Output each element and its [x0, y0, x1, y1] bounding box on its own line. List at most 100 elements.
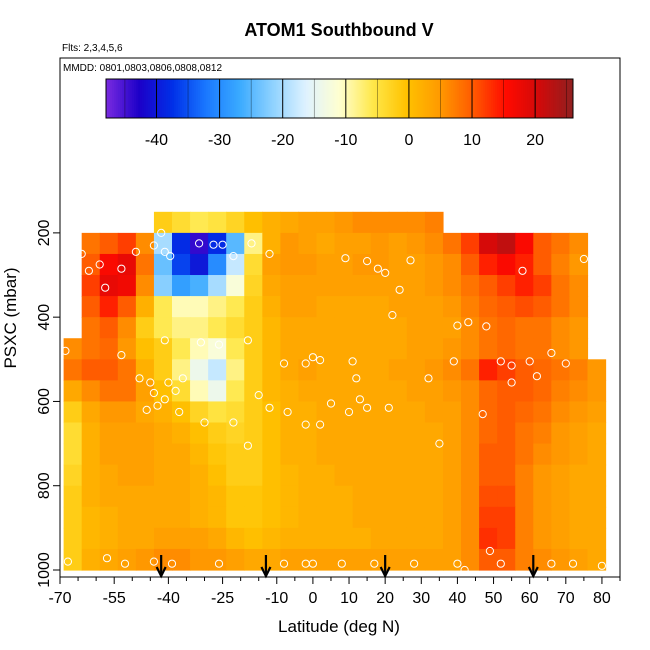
heatmap-cell — [298, 527, 318, 550]
heatmap-cell — [406, 422, 426, 445]
heatmap-cell — [244, 296, 263, 318]
heatmap-cell — [153, 422, 173, 445]
heatmap-cell — [316, 211, 336, 234]
heatmap-cell — [370, 296, 390, 318]
colorbar-segment — [361, 79, 364, 118]
heatmap-cell — [244, 211, 263, 234]
colorbar-segment — [467, 79, 470, 118]
colorbar-segment — [519, 79, 522, 118]
heatmap-cell — [352, 548, 372, 571]
heatmap-cell — [551, 548, 571, 571]
flight-point — [406, 256, 415, 265]
heatmap-cell — [424, 338, 444, 360]
colorbar-segment — [415, 79, 418, 118]
heatmap-cell — [63, 359, 83, 381]
heatmap-cell — [551, 317, 571, 339]
flight-point — [464, 318, 473, 327]
heatmap-cell — [442, 422, 462, 445]
colorbar-segment — [455, 79, 458, 118]
heatmap-cell — [190, 232, 209, 255]
heatmap-cell — [316, 527, 336, 550]
heatmap-cell — [388, 211, 408, 234]
heatmap-cell — [442, 527, 462, 550]
flight-point — [363, 257, 372, 266]
colorbar-segment — [199, 79, 203, 118]
heatmap-cell — [442, 253, 462, 276]
colorbar-segment — [547, 79, 550, 118]
colorbar-segment — [443, 79, 446, 118]
heatmap-cell — [298, 317, 318, 339]
heatmap-cell — [280, 506, 300, 529]
colorbar-segment — [265, 79, 269, 118]
flight-point — [84, 266, 94, 275]
y-tick-label: 200 — [36, 219, 53, 246]
heatmap-cell — [515, 232, 534, 255]
heatmap-cell — [226, 485, 245, 508]
heatmap-cell — [352, 506, 372, 529]
heatmap-cell — [117, 380, 137, 403]
colorbar-segment — [569, 79, 572, 118]
heatmap-cell — [153, 211, 173, 234]
colorbar-segment — [237, 79, 241, 118]
heatmap-cell — [497, 506, 516, 529]
heatmap-cell — [461, 422, 480, 445]
colorbar-segment — [131, 79, 135, 118]
colorbar-segment — [351, 79, 354, 118]
heatmap-cell — [244, 527, 263, 550]
heatmap-cell — [298, 380, 318, 403]
flight-point — [308, 353, 317, 362]
heatmap-cell — [316, 359, 336, 381]
flight-point — [363, 403, 372, 412]
heatmap-cell — [334, 527, 354, 550]
down-arrow — [527, 555, 539, 579]
heatmap-cell — [298, 253, 318, 276]
flight-point — [384, 403, 393, 412]
colorbar-segment — [539, 79, 542, 118]
heatmap-cell — [352, 527, 372, 550]
colorbar-segment — [181, 79, 185, 118]
flight-point — [507, 361, 516, 370]
heatmap-cell — [442, 380, 462, 403]
heatmap-cell — [117, 401, 137, 424]
heatmap-cell — [533, 232, 552, 255]
colorbar-segment — [295, 79, 299, 118]
heatmap-cell — [533, 253, 552, 276]
colorbar-segment — [113, 79, 117, 118]
x-tick-label: -55 — [103, 590, 126, 607]
heatmap-cell — [442, 443, 462, 466]
heatmap-cell — [316, 232, 336, 255]
heatmap-cell — [226, 317, 245, 339]
colorbar-segment — [477, 79, 480, 118]
colorbar-segment — [171, 79, 175, 118]
colorbar-segment — [215, 79, 219, 118]
heatmap-cell — [262, 443, 281, 466]
heatmap-cell — [135, 380, 155, 403]
heatmap-cell — [352, 485, 372, 508]
heatmap-cell — [63, 464, 83, 487]
heatmap-cell — [262, 506, 281, 529]
heatmap-cell — [497, 443, 516, 466]
heatmap-cell — [298, 359, 318, 381]
heatmap-cell — [316, 506, 336, 529]
heatmap-cell — [190, 422, 209, 445]
flight-point — [344, 407, 354, 417]
colorbar-segment — [333, 79, 337, 118]
colorbar-segment — [495, 79, 498, 118]
heatmap-cell — [388, 506, 408, 529]
y-tick-label: 800 — [36, 472, 53, 499]
colorbar-segment — [173, 79, 177, 118]
heatmap-cell — [515, 443, 534, 466]
heatmap-cell — [262, 380, 281, 403]
heatmap-cell — [533, 527, 552, 550]
heatmap-cell — [515, 464, 534, 487]
colorbar-segment — [109, 79, 113, 118]
flight-point — [142, 405, 151, 414]
heatmap-cell — [208, 253, 227, 276]
heatmap-cell — [99, 232, 119, 255]
colorbar-segment — [453, 79, 456, 118]
flight-point — [229, 252, 238, 261]
flight-point — [348, 357, 357, 366]
heatmap-cell — [190, 401, 209, 424]
heatmap-cell — [244, 506, 263, 529]
heatmap-cell — [406, 485, 426, 508]
